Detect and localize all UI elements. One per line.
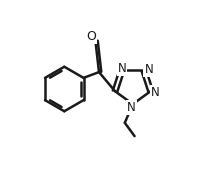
Text: N: N (144, 63, 153, 76)
Text: O: O (87, 30, 97, 43)
Text: N: N (117, 62, 126, 75)
Text: N: N (151, 86, 160, 99)
Text: N: N (127, 101, 136, 114)
